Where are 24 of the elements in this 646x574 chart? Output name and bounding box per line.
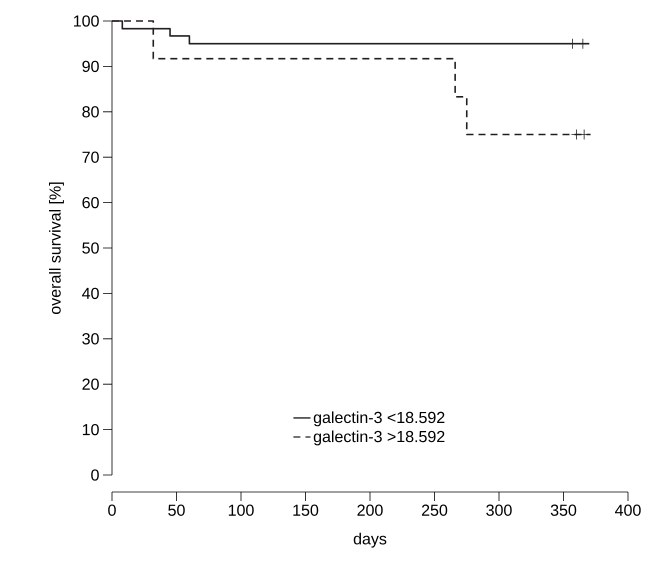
x-tick-label: 350: [550, 504, 576, 516]
legend-label: galectin-3 >18.592: [314, 430, 444, 446]
y-tick-label: 80: [82, 106, 99, 118]
y-tick-label: 40: [82, 288, 99, 300]
y-tick-label: 20: [82, 378, 99, 390]
y-tick-label: 60: [82, 196, 99, 208]
y-tick-label: 70: [82, 152, 99, 163]
x-tick-label: 50: [168, 504, 185, 516]
x-tick-label: 400: [615, 504, 641, 516]
legend-label: galectin-3 <18.592: [314, 411, 444, 426]
x-tick-label: 150: [293, 504, 318, 516]
y-tick-label: 10: [82, 424, 99, 436]
y-tick-label: 50: [82, 242, 99, 254]
y-tick-label: 30: [82, 333, 99, 344]
x-axis-title: days: [354, 532, 386, 548]
y-tick-label: 100: [74, 15, 99, 27]
y-axis-title: overall survival [%]: [48, 182, 64, 314]
x-tick-label: 300: [486, 504, 512, 516]
x-tick-label: 200: [357, 504, 383, 516]
x-tick-label: 0: [108, 504, 116, 516]
y-tick-label: 0: [91, 469, 99, 481]
y-tick-label: 90: [82, 60, 99, 72]
x-tick-label: 100: [228, 504, 254, 516]
x-tick-label: 250: [422, 504, 448, 516]
